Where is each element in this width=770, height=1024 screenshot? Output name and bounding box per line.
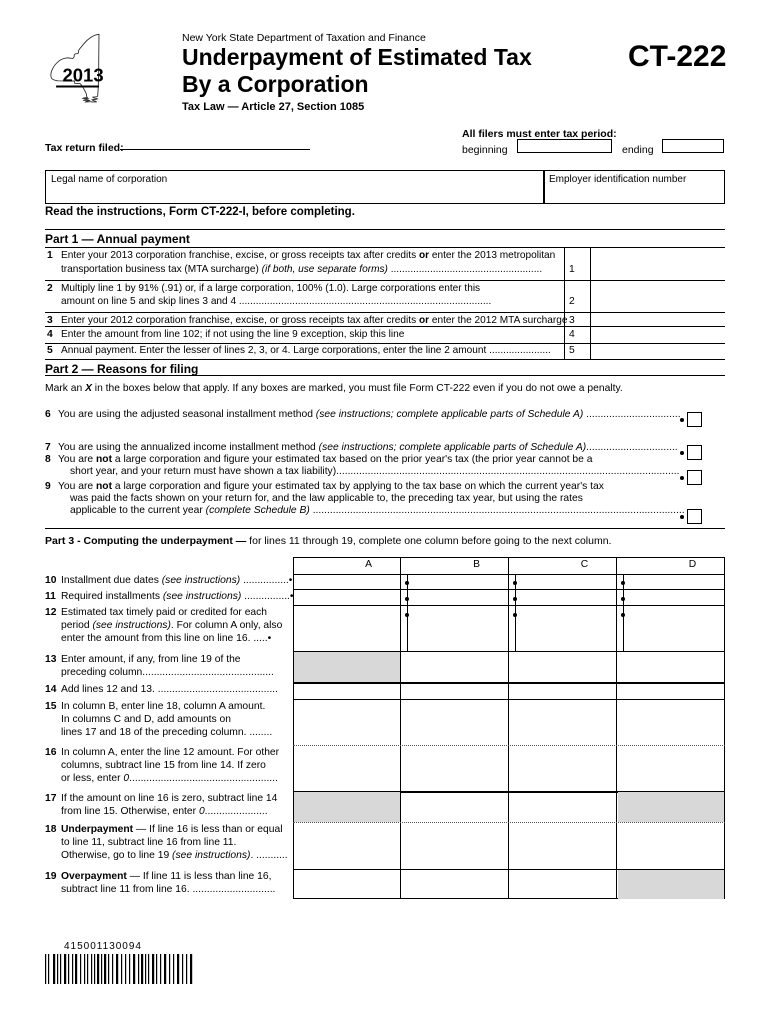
svg-text:2013: 2013 [63,64,104,85]
